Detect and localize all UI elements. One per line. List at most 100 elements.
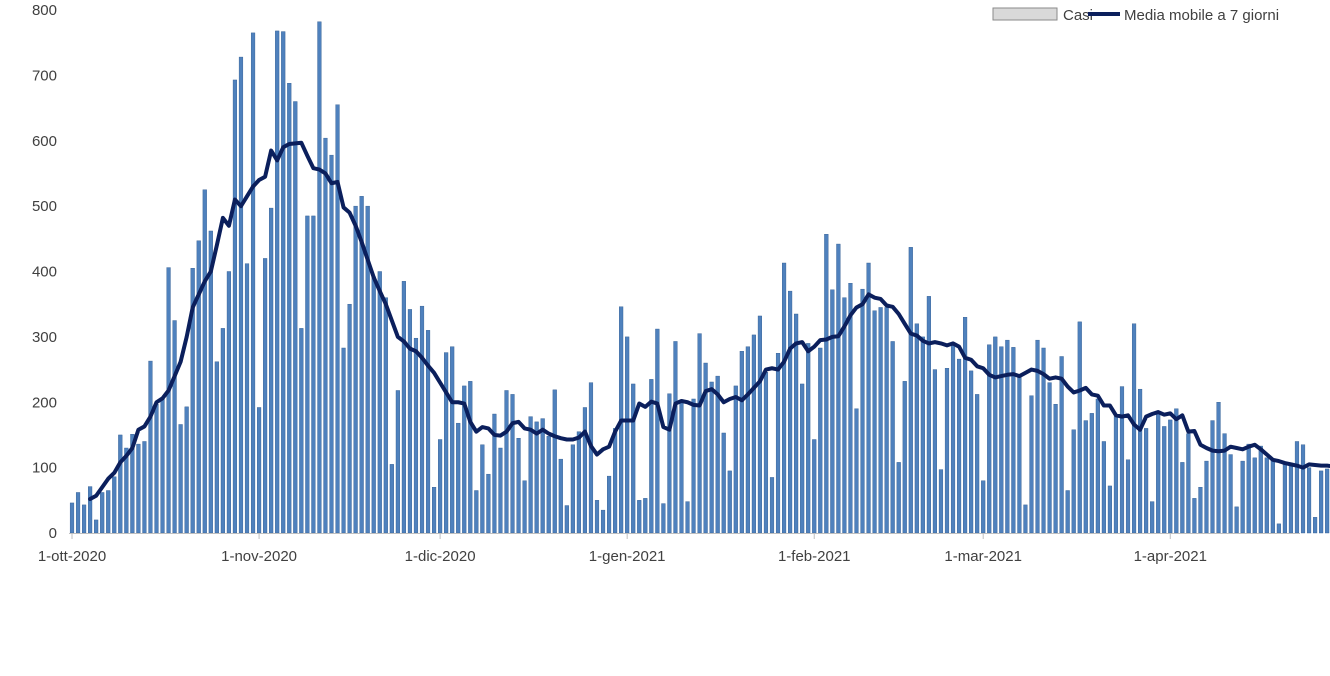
- y-tick-label: 800: [32, 2, 57, 19]
- bar-casi: [600, 509, 606, 534]
- bar-casi: [594, 500, 600, 534]
- y-tick-label: 100: [32, 460, 57, 477]
- bar-casi: [196, 240, 201, 534]
- bar-casi: [830, 289, 835, 534]
- y-axis: 0 100 200 300 400 500 600 700 800: [32, 2, 57, 542]
- bar-casi: [540, 418, 545, 534]
- bar-casi: [938, 469, 944, 534]
- bar-casi: [335, 104, 340, 534]
- bar-casi: [202, 189, 207, 534]
- bar-casi: [625, 336, 630, 534]
- bar-casi: [1306, 467, 1312, 534]
- bar-casi: [745, 346, 750, 534]
- bar-casi: [1264, 457, 1269, 534]
- bar-casi: [371, 276, 376, 534]
- bar-casi: [1300, 444, 1306, 534]
- x-tick-label: 1-feb-2021: [778, 548, 851, 565]
- bar-casi: [969, 370, 974, 534]
- bar-casi: [238, 56, 244, 534]
- bar-casi: [468, 381, 473, 534]
- bar-casi: [486, 473, 491, 534]
- bar-casi: [419, 305, 425, 534]
- bar-casi: [944, 368, 950, 534]
- bar-casi: [860, 288, 865, 534]
- bar-casi: [1023, 504, 1028, 534]
- bar-casi: [914, 323, 919, 534]
- bar-casi: [1119, 386, 1125, 534]
- bar-casi: [269, 207, 274, 534]
- bar-casi: [244, 263, 250, 534]
- bar-casi: [975, 394, 980, 534]
- legend-label-casi: Casi: [1063, 7, 1093, 24]
- bar-casi: [1198, 487, 1203, 534]
- bar-casi: [926, 296, 931, 534]
- bar-casi: [1288, 462, 1294, 534]
- bar-casi: [866, 262, 871, 534]
- bar-casi: [812, 439, 817, 534]
- bar-casi: [806, 343, 811, 534]
- bar-casi: [1047, 382, 1052, 534]
- bar-casi: [896, 462, 901, 534]
- bar-casi: [281, 31, 286, 534]
- bar-casi: [305, 215, 310, 534]
- bar-casi: [588, 382, 594, 534]
- bar-casi: [715, 375, 720, 534]
- bar-casi: [1319, 470, 1324, 534]
- bar-casi: [528, 416, 533, 534]
- bar-casi: [504, 390, 509, 534]
- bar-casi: [432, 487, 437, 534]
- bar-casi: [607, 475, 612, 534]
- bar-casi: [498, 447, 503, 534]
- bar-casi: [1204, 460, 1209, 534]
- bar-casi: [293, 101, 298, 534]
- bar-casi: [932, 369, 937, 534]
- bar-casi: [920, 336, 925, 534]
- bar-casi: [480, 444, 485, 534]
- bar-casi: [317, 21, 322, 534]
- bar-casi: [69, 502, 75, 534]
- bar-casi: [100, 492, 105, 534]
- bar-casi: [444, 352, 449, 534]
- bar-casi: [878, 307, 883, 534]
- bar-casi: [154, 404, 159, 534]
- bar-casi: [1131, 323, 1137, 534]
- bar-casi: [661, 503, 666, 534]
- bar-casi: [395, 390, 400, 534]
- bar-casi: [576, 431, 581, 534]
- bar-casi: [1294, 441, 1300, 534]
- bar-casi: [709, 381, 714, 534]
- bar-casi: [88, 486, 93, 534]
- bar-casi: [733, 385, 738, 534]
- bar-casi: [582, 407, 587, 534]
- bar-casi: [94, 519, 99, 534]
- bar-casi: [884, 307, 889, 534]
- legend-label-moving-average: Media mobile a 7 giorni: [1124, 7, 1279, 24]
- bar-casi: [178, 424, 183, 534]
- bar-casi: [329, 154, 334, 534]
- bar-casi: [106, 490, 111, 534]
- bar-casi: [389, 464, 394, 534]
- bar-casi: [1065, 490, 1070, 534]
- bar-casi: [902, 381, 907, 534]
- bar-casi: [1005, 339, 1010, 534]
- bar-casi: [474, 490, 479, 534]
- bar-casi: [703, 362, 708, 534]
- bar-casi: [299, 328, 304, 534]
- bar-casi: [124, 447, 129, 534]
- bar-casi: [522, 480, 527, 534]
- y-tick-label: 500: [32, 198, 57, 215]
- bar-casi: [546, 436, 551, 534]
- bar-casi: [1270, 458, 1275, 534]
- x-tick-label: 1-apr-2021: [1134, 548, 1207, 565]
- bar-casi: [450, 346, 455, 534]
- bar-casi: [1089, 413, 1094, 534]
- bar-casi: [275, 30, 280, 534]
- bar-casi: [1192, 498, 1197, 534]
- bar-casi: [757, 315, 762, 534]
- bar-casi: [637, 500, 642, 534]
- bar-casi: [142, 441, 147, 534]
- bar-casi: [347, 303, 352, 534]
- bar-casi: [257, 407, 262, 534]
- bar-casi: [75, 492, 81, 534]
